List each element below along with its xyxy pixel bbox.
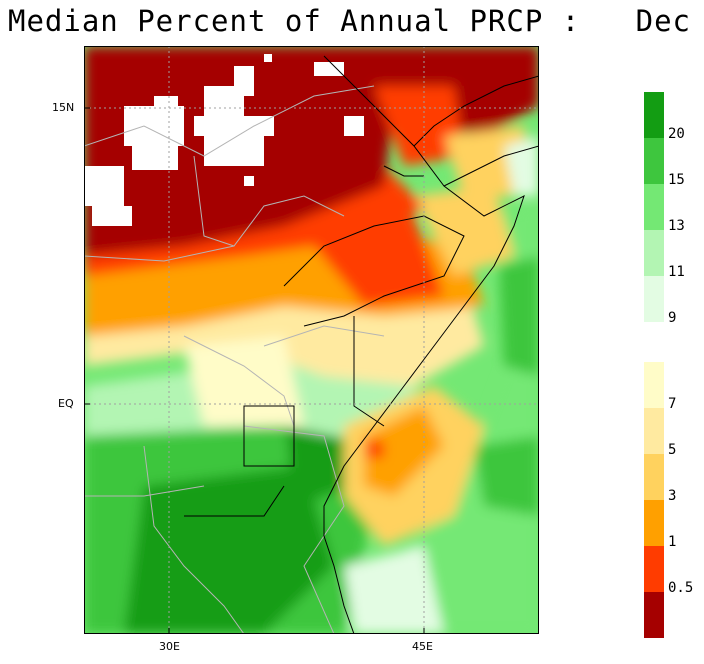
field-red-eritrea <box>374 86 464 166</box>
legend-swatch-upper-4 <box>644 276 664 322</box>
legend-swatch-upper-2 <box>644 184 664 230</box>
no-data-patches <box>84 54 364 226</box>
gridlines <box>84 46 539 634</box>
legend-label-upper-3: 11 <box>668 264 685 280</box>
legend-swatch-lower-0 <box>644 362 664 408</box>
country-borders <box>84 85 385 634</box>
field-red-kenya <box>366 441 384 458</box>
legend-label-lower-2: 3 <box>668 488 677 504</box>
legend-swatch-lower-3 <box>644 500 664 546</box>
x-tick-label-30e: 30E <box>159 640 180 653</box>
map-frame <box>84 46 539 634</box>
tick-marks <box>84 107 425 634</box>
field-darkgreen-sw <box>124 466 334 634</box>
field-pale-arabia <box>504 136 539 196</box>
legend-label-upper-2: 13 <box>668 218 685 234</box>
legend-swatch-lower-1 <box>644 408 664 454</box>
legend-swatch-lower-2 <box>644 454 664 500</box>
shaded-field <box>84 46 539 634</box>
field-orange-kenya <box>364 406 444 496</box>
y-tick-label-15n: 15N <box>52 101 75 114</box>
field-midgreen-east <box>499 256 539 376</box>
coastlines <box>184 55 539 634</box>
legend-label-lower-3: 1 <box>668 534 677 550</box>
legend-label-upper-0: 20 <box>668 126 685 142</box>
x-tick-label-45e: 45E <box>412 640 433 653</box>
field-green-east <box>384 206 539 634</box>
legend-swatch-lower-4 <box>644 546 664 592</box>
legend-label-lower-4: 0.5 <box>668 580 694 596</box>
field-yellow-horn <box>414 186 514 276</box>
legend-swatch-upper-3 <box>644 230 664 276</box>
field-pale-coast <box>344 546 444 634</box>
map-title: Median Percent of Annual PRCP : Dec <box>8 4 692 38</box>
legend-swatch-upper-1 <box>644 138 664 184</box>
legend-label-lower-0: 7 <box>668 396 677 412</box>
precipitation-map <box>84 46 539 634</box>
y-tick-label-eq: EQ <box>58 397 74 410</box>
legend-label-lower-1: 5 <box>668 442 677 458</box>
map-canvas <box>84 46 539 634</box>
legend-label-upper-1: 15 <box>668 172 685 188</box>
legend-label-upper-4: 9 <box>668 310 677 326</box>
legend-swatch-lower-5 <box>644 592 664 638</box>
field-midgreen-ocean <box>474 436 539 516</box>
legend-swatch-upper-0 <box>644 92 664 138</box>
